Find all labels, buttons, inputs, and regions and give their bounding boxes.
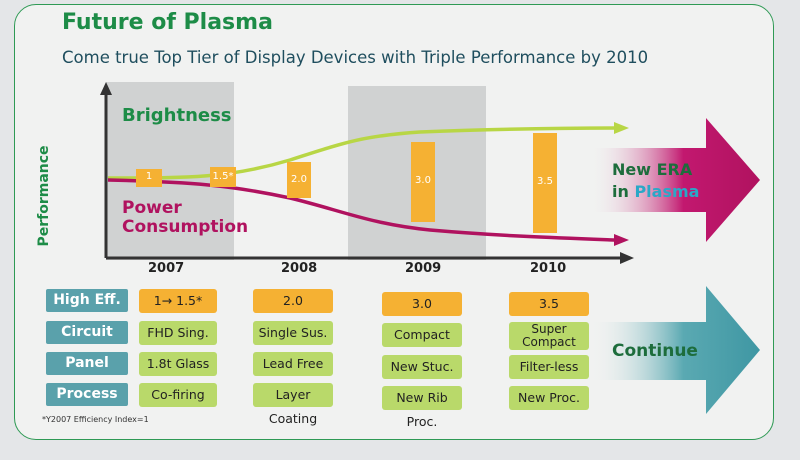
new-era-arrow [590,118,760,242]
efficiency-marker [136,169,162,187]
marker-label-1-5: 1.5* [212,171,234,182]
brightness-curve [107,126,616,180]
table-cell: 3.5 [509,292,589,316]
power-arrowhead [614,234,629,246]
brightness-label: Brightness [122,105,232,126]
table-cell: New Proc. [509,386,589,410]
table-cell: Single Sus. [253,321,333,345]
table-cell: 2.0 [253,289,333,313]
new-era-text-line2: in Plasma [612,182,699,201]
marker-label-1: 1 [145,171,153,182]
table-cell: Compact [382,323,462,347]
table-cell: Layer Coating [253,383,333,426]
x-axis-arrow [620,252,634,264]
table-cell: 1.8t Glass [139,352,217,376]
table-cell: New Stuc. [382,355,462,379]
power-curve [107,178,616,242]
year-label-2008: 2008 [281,261,318,276]
table-cell: 3.0 [382,292,462,316]
plasma-highlight: Plasma [634,182,700,201]
efficiency-marker [533,133,557,233]
marker-label-3-5: 3.5 [537,176,553,187]
year-label-2010: 2010 [530,261,567,276]
table-cell: Co-firing [139,383,217,407]
y-axis-arrow [100,82,112,95]
brightness-arrowhead [614,122,629,134]
marker-label-3-0: 3.0 [415,175,431,186]
row-label-high-eff: High Eff. [46,289,128,312]
efficiency-marker [287,162,311,198]
power-label-line2: Consumption [122,217,249,237]
efficiency-marker [411,142,435,222]
marker-label-2-0: 2.0 [291,174,307,185]
continue-arrow [590,286,760,414]
row-label-panel: Panel [46,352,128,375]
footnote: *Y2007 Efficiency Index=1 [42,415,149,424]
table-cell: New Rib Proc. [382,386,462,429]
y-axis-label: Performance [36,145,52,247]
year-label-2009: 2009 [405,261,442,276]
table-cell: Super Compact [509,322,589,350]
efficiency-marker [210,167,236,187]
row-label-circuit: Circuit [46,321,128,344]
continue-text: Continue [612,341,698,361]
slide-title: Future of Plasma [62,10,273,35]
table-cell: Filter-less [509,355,589,379]
slide-subtitle: Come true Top Tier of Display Devices wi… [62,48,649,67]
table-cell: FHD Sing. [139,321,217,345]
table-cell: 1→ 1.5* [139,289,217,313]
year-label-2007: 2007 [148,261,185,276]
table-cell: Lead Free [253,352,333,376]
power-label-line1: Power [122,198,182,218]
new-era-text-line1: New ERA [612,160,693,179]
row-label-process: Process [46,383,128,406]
new-era-prefix: in [612,182,635,201]
